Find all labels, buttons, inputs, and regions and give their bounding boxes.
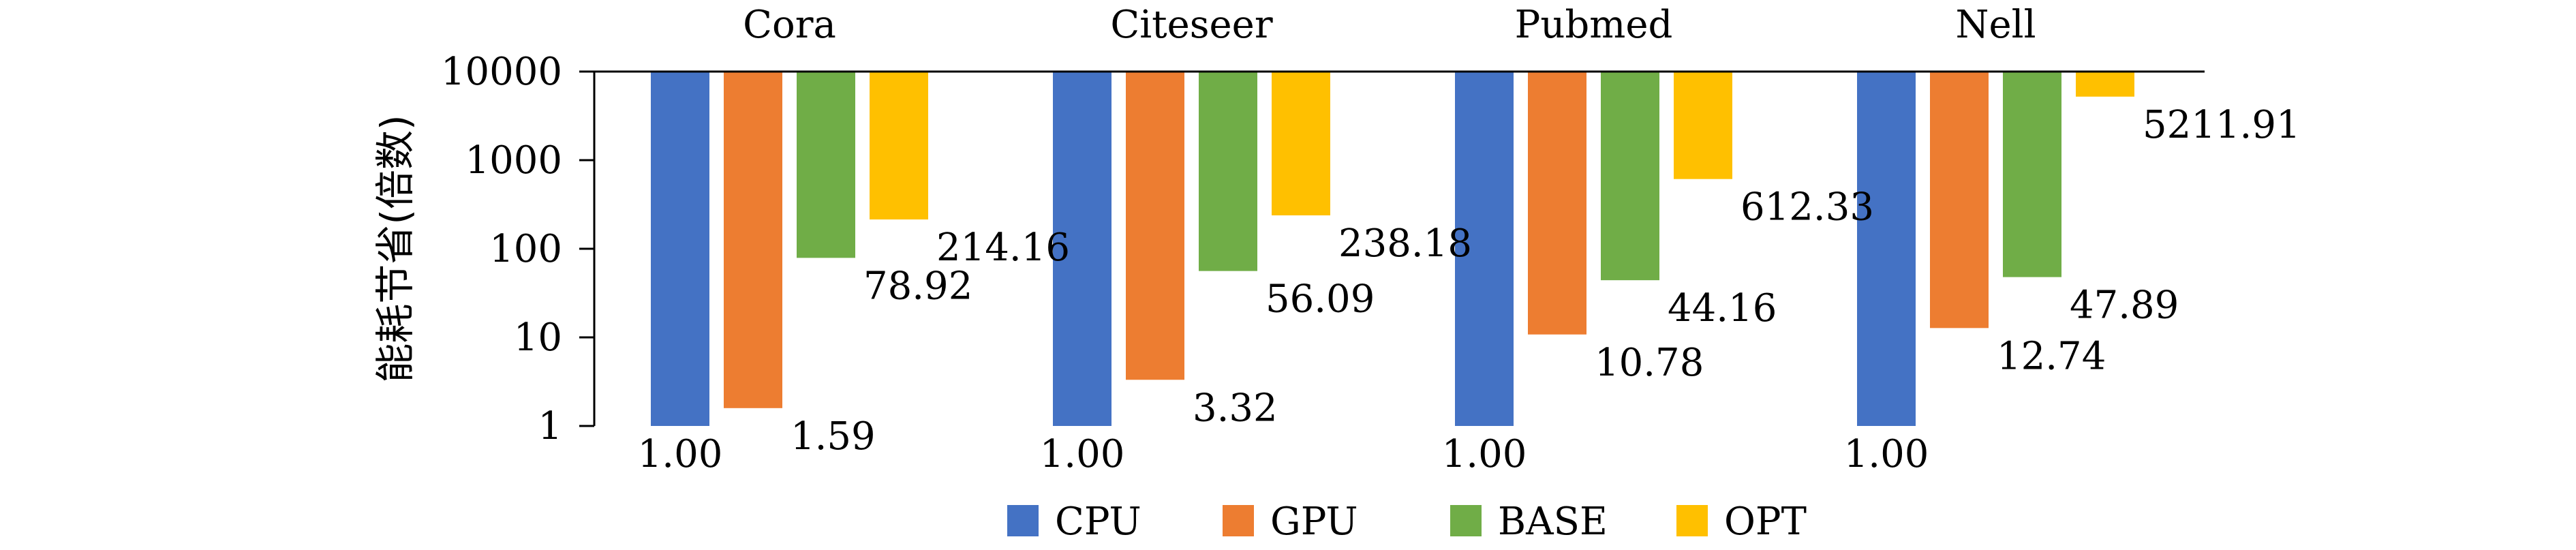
data-label-gpu: 3.32 [1193, 386, 1278, 430]
data-label-opt: 5211.91 [2143, 103, 2301, 147]
legend-swatch-base [1450, 505, 1482, 536]
data-label-opt: 612.33 [1741, 185, 1874, 230]
category-label: Cora [743, 3, 836, 47]
data-label-cpu: 1.00 [638, 432, 723, 476]
data-label-base: 78.92 [863, 264, 972, 308]
bar-opt-nell [2076, 72, 2134, 97]
y-tick-label: 10000 [441, 50, 562, 94]
bar-opt-cora [870, 72, 928, 220]
data-label-gpu: 10.78 [1595, 341, 1704, 385]
bar-cpu-cora [651, 72, 709, 426]
legend-swatch-gpu [1223, 505, 1254, 536]
bar-base-pubmed [1601, 72, 1659, 281]
data-label-cpu: 1.00 [1844, 432, 1929, 476]
data-label-cpu: 1.00 [1040, 432, 1125, 476]
bar-base-nell [2003, 72, 2061, 277]
category-label: Nell [1956, 3, 2036, 47]
y-tick-label: 10 [514, 316, 562, 360]
data-label-base: 47.89 [2070, 284, 2179, 328]
bar-base-citeseer [1199, 72, 1257, 271]
bar-cpu-citeseer [1053, 72, 1111, 426]
legend-label-gpu: GPU [1270, 500, 1358, 544]
data-label-base: 44.16 [1668, 286, 1777, 331]
data-label-opt: 214.16 [936, 226, 1070, 270]
data-label-base: 56.09 [1266, 277, 1375, 322]
y-tick-label: 1 [538, 404, 562, 448]
data-label-gpu: 1.59 [791, 414, 876, 459]
y-axis-label: 能耗节省(倍数) [372, 114, 418, 382]
y-tick-label: 1000 [465, 138, 562, 183]
bar-gpu-nell [1930, 72, 1989, 329]
legend-label-opt: OPT [1724, 500, 1807, 544]
legend-label-base: BASE [1498, 500, 1608, 544]
category-label: Citeseer [1110, 3, 1272, 47]
bar-gpu-cora [724, 72, 782, 408]
bar-gpu-pubmed [1528, 72, 1586, 335]
legend-label-cpu: CPU [1055, 500, 1141, 544]
bar-gpu-citeseer [1126, 72, 1184, 380]
data-label-cpu: 1.00 [1442, 432, 1527, 476]
data-label-gpu: 12.74 [1997, 334, 2106, 378]
bar-base-cora [797, 72, 855, 258]
bar-cpu-nell [1857, 72, 1916, 426]
data-label-opt: 238.18 [1338, 221, 1472, 266]
bar-opt-pubmed [1674, 72, 1732, 179]
legend-swatch-opt [1676, 505, 1708, 536]
bar-cpu-pubmed [1455, 72, 1514, 426]
category-label: Pubmed [1515, 3, 1673, 47]
legend-swatch-cpu [1007, 505, 1039, 536]
bar-opt-citeseer [1272, 72, 1330, 216]
y-tick-label: 100 [489, 227, 562, 271]
